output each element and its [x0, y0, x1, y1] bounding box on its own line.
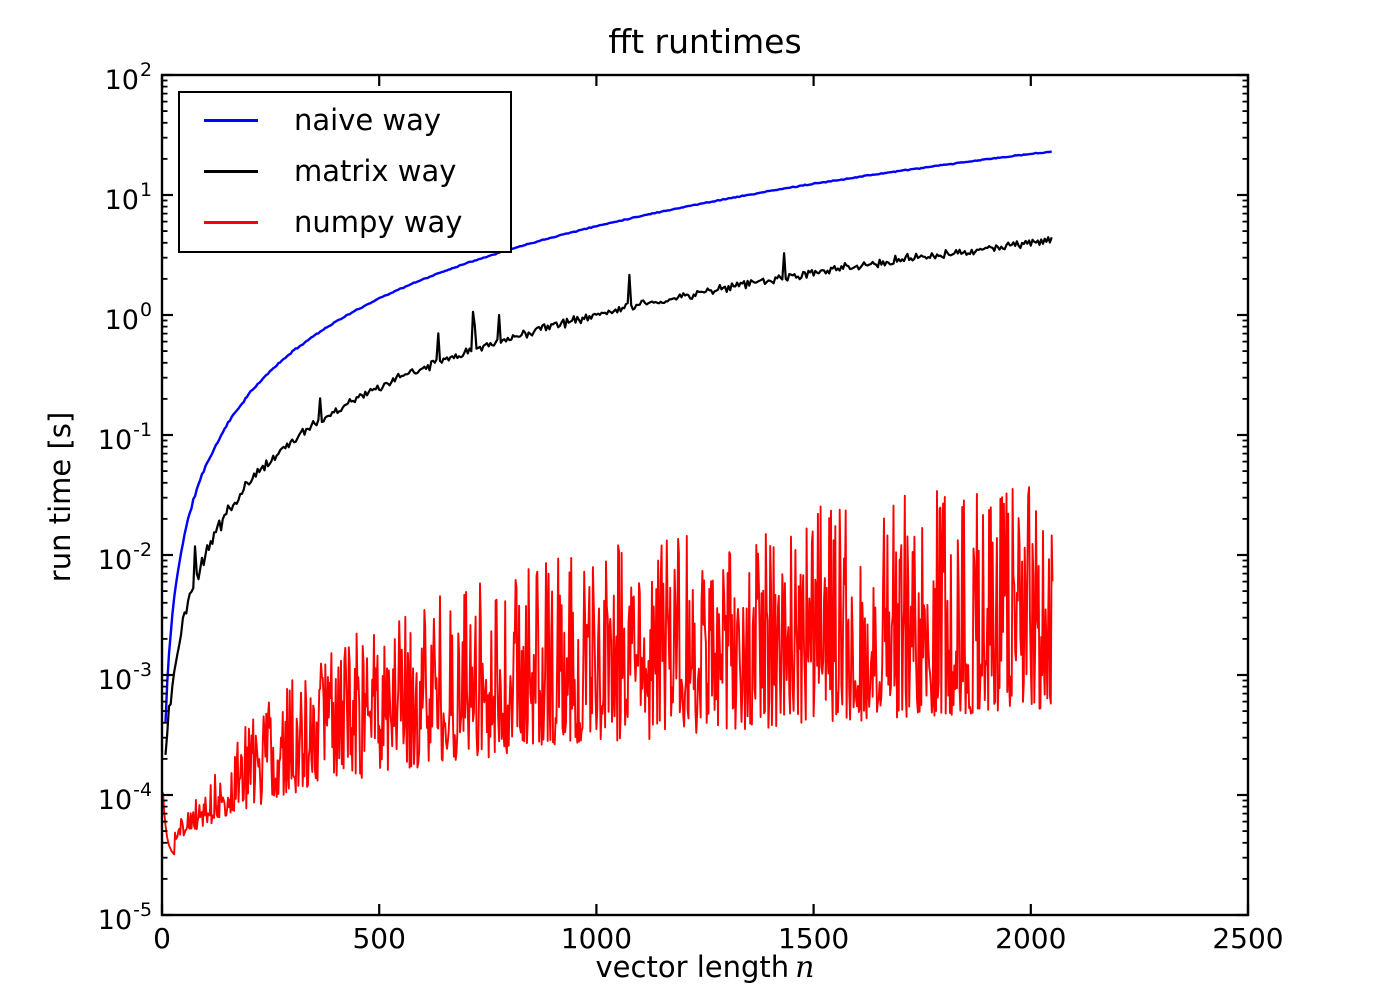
x-tick-label: 2000: [995, 922, 1067, 955]
y-tick-label-base: 10: [97, 545, 133, 576]
y-tick-label-exponent: 1: [139, 179, 152, 202]
y-tick-label-exponent: -4: [133, 779, 152, 802]
y-tick-label: 102: [32, 55, 152, 99]
y-tick-label-exponent: -5: [133, 899, 152, 922]
y-tick-label-base: 10: [97, 425, 133, 456]
legend-label-numpy-way: numpy way: [294, 205, 463, 239]
y-tick-label-exponent: -2: [133, 539, 152, 562]
legend-swatch-matrix-way: [204, 170, 258, 173]
y-tick-label: 10-3: [32, 655, 152, 699]
x-tick-label: 2500: [1212, 922, 1284, 955]
x-tick-label: 500: [352, 922, 406, 955]
series-line-naive-way: [164, 150, 1053, 723]
y-tick-label: 10-1: [32, 415, 152, 459]
y-tick-label-base: 10: [97, 905, 133, 936]
y-tick-label: 101: [32, 175, 152, 219]
y-tick-label: 10-2: [32, 535, 152, 579]
y-tick-label: 10-5: [32, 895, 152, 939]
x-axis-label-text: vector length: [595, 950, 790, 984]
legend-row-numpy-way: numpy way: [180, 197, 510, 248]
chart-title: fft runtimes: [608, 22, 802, 61]
y-tick-label-base: 10: [104, 305, 139, 336]
y-tick-label-base: 10: [104, 185, 139, 216]
series-line-numpy-way: [161, 486, 1054, 856]
x-tick-label: 1000: [560, 922, 633, 955]
y-tick-label-base: 10: [104, 65, 139, 96]
x-tick-label: 1500: [777, 922, 850, 955]
legend-row-matrix-way: matrix way: [180, 146, 510, 197]
legend-label-naive-way: naive way: [294, 103, 442, 137]
axes-frame: [160, 73, 1250, 917]
y-tick-label-exponent: 2: [139, 59, 152, 82]
legend-box: naive way matrix way numpy way: [178, 91, 512, 253]
legend-label-matrix-way: matrix way: [294, 154, 457, 188]
y-tick-label-exponent: -3: [133, 659, 152, 682]
y-tick-label-base: 10: [97, 665, 133, 696]
x-axis-label: vector length n: [455, 950, 955, 985]
y-tick-label-exponent: 0: [139, 299, 152, 322]
legend-swatch-numpy-way: [204, 221, 258, 224]
y-tick-label: 10-4: [32, 775, 152, 819]
y-tick-label-base: 10: [97, 785, 133, 816]
y-tick-label-exponent: -1: [133, 419, 152, 442]
legend-row-naive-way: naive way: [180, 95, 510, 146]
legend-swatch-naive-way: [204, 119, 258, 122]
x-tick-label: 0: [153, 922, 171, 955]
series-line-matrix-way: [164, 236, 1053, 755]
y-tick-label: 100: [32, 295, 152, 339]
x-axis-label-math-n: n: [795, 950, 815, 985]
